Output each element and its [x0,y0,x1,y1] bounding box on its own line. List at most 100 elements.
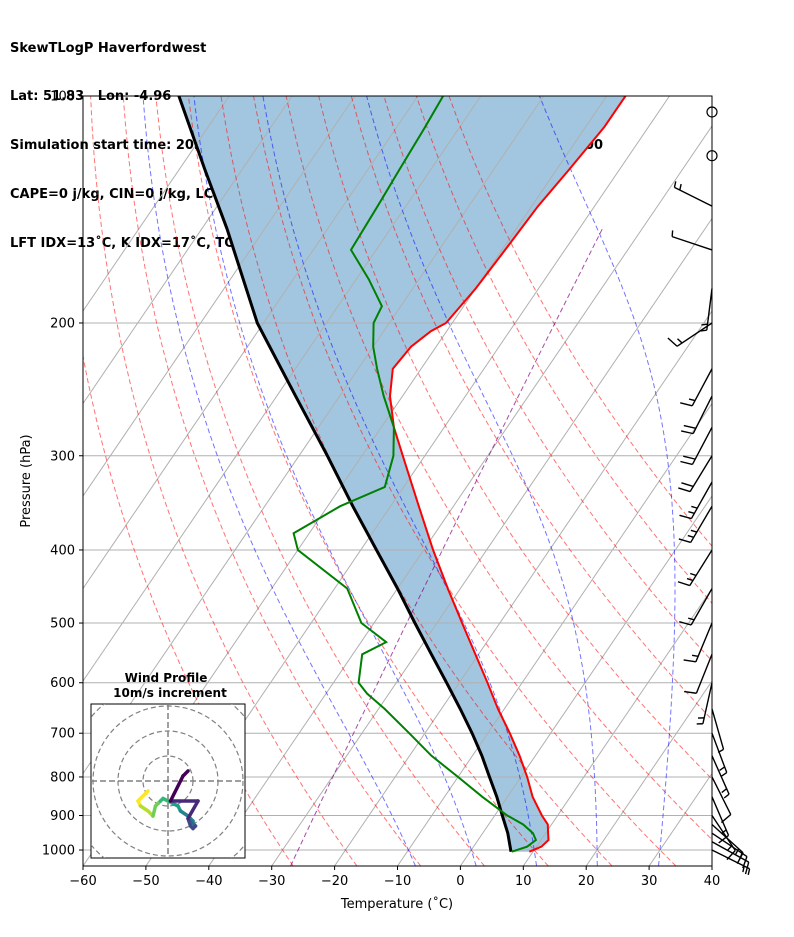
barb-shaft [690,481,713,519]
barb-half-flag [747,868,751,875]
isotherm-line [585,680,712,866]
hodograph-rings [91,704,245,858]
hodograph-title: Wind Profile [125,671,208,685]
dry-adiabat [253,96,677,866]
x-axis-title: Temperature (˚C) [340,896,453,912]
barb-flag [683,455,696,460]
y-tick-label: 300 [50,449,75,464]
y-axis: 1000 900 800 700 600 500 400 300 200 100 [42,90,83,859]
barb-shaft [695,622,713,663]
barb-half-flag [688,398,696,402]
location-line: Lat: 51.83 Lon: -4.96 [10,89,172,105]
isotherm-line [83,96,356,497]
barb-shaft [674,186,713,207]
wind-barb [711,776,732,824]
dry-adiabat [187,96,549,866]
barb-shaft [711,732,728,773]
barb-half-flag [690,572,697,577]
barb-half-flag [691,505,698,509]
barb-shaft [711,815,736,851]
x-tick-label: −40 [195,874,222,889]
barb-shaft [676,322,713,347]
hodograph: Wind Profile 10m/s increment [90,671,246,859]
barb-shaft [706,288,713,331]
hodograph-subtitle: 10m/s increment [113,686,227,700]
barb-flag [718,834,729,844]
barb-half-flag [673,181,677,188]
barb-half-flag [721,788,728,794]
wind-barb [679,481,713,520]
dry-adiabat-lines [83,96,712,866]
wind-barb [678,505,713,544]
barb-half-flag [742,865,745,873]
barb-half-flag [679,183,682,191]
isotherm-line [83,96,419,590]
isotherm-line [83,96,230,312]
y-tick-label: 1000 [42,844,75,859]
wind-barb [711,841,750,875]
wind-barb [683,622,713,663]
barb-shaft [711,841,750,863]
dry-adiabat [90,96,358,866]
x-tick-label: −20 [321,874,348,889]
dewpoint-profile-line [292,96,538,853]
mixing-ratio-lines [290,228,603,866]
hodograph-segment [136,791,148,803]
hodograph-segment [181,769,190,778]
isotherm-line [459,495,712,866]
y-tick-label: 600 [50,676,75,691]
dry-adiabat [383,96,712,662]
barb-shaft [695,653,713,694]
dry-adiabat [350,96,712,721]
isotherm-line [522,587,712,866]
wind-barb [677,549,713,587]
wind-barbs [667,106,751,875]
barb-flag [677,581,690,587]
moist-adiabat-lines [142,96,676,866]
wind-barb [680,368,713,407]
wind-barb [680,395,713,435]
dry-adiabat [318,96,712,780]
wind-barb [706,150,718,162]
isotherm-line [83,96,293,405]
barb-flag [742,856,748,869]
wind-barb [673,181,713,207]
barb-half-flag [690,529,697,533]
isotherm-line [208,125,712,866]
y-tick-label: 400 [50,543,75,558]
dry-adiabat [415,96,712,605]
mixing-ratio-line [290,228,603,866]
y-tick-label: 500 [50,617,75,632]
barb-flag [683,424,697,429]
barb-flag [726,849,736,861]
barb-flag [680,430,694,435]
barb-flag [744,861,750,875]
barb-half-flag [701,323,708,326]
wind-barb [711,755,730,799]
wind-barb [706,106,718,118]
barb-shaft [689,455,713,492]
x-tick-label: −30 [258,874,285,889]
barb-flag [680,402,693,407]
dry-adiabat [285,96,712,841]
x-tick-label: 40 [704,874,721,889]
barb-shaft [711,832,748,858]
chart-title: SkewTLogP Haverfordwest [10,40,207,56]
barb-shaft [690,588,713,626]
barb-flag [720,813,732,824]
wind-barb [679,588,713,626]
x-tick-label: 30 [641,874,658,889]
barb-half-flag [687,534,694,538]
x-tick-label: 0 [456,874,464,889]
barb-flag [679,620,692,626]
barb-half-flag [691,654,699,657]
wind-barb [678,455,713,493]
barb-flag [678,538,691,544]
dry-adiabat [155,96,485,866]
barb-half-flag [720,829,727,835]
barb-shaft [702,682,713,724]
barb-half-flag [721,771,728,777]
barb-flag [681,482,694,488]
dry-adiabat [122,96,422,866]
